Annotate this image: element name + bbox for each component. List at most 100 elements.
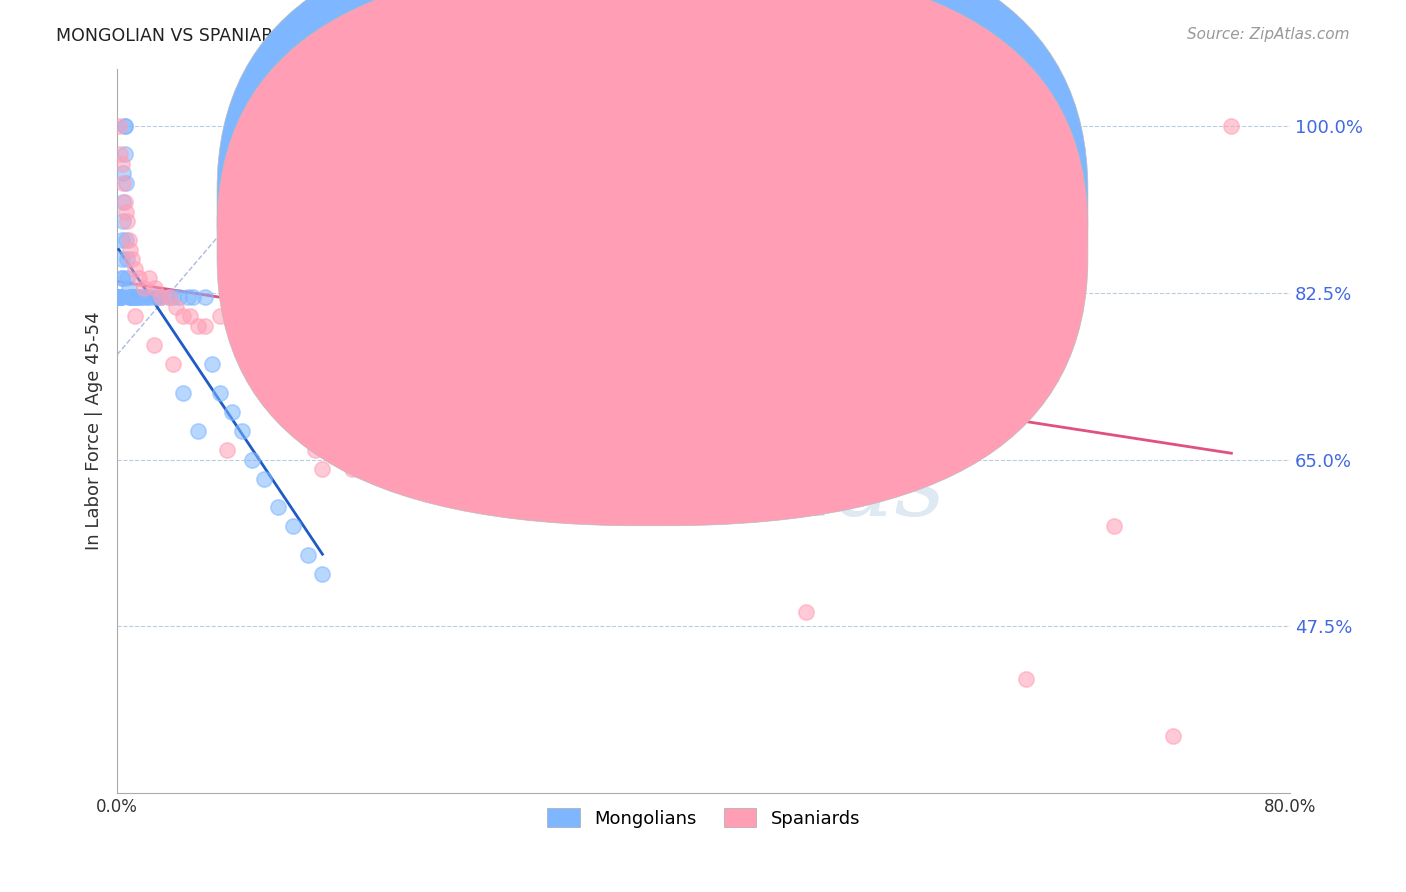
Point	[561, 310, 583, 324]
Point	[240, 452, 263, 467]
Point	[112, 166, 135, 180]
Point	[120, 243, 142, 257]
Point	[183, 290, 205, 304]
Text: Source: ZipAtlas.com: Source: ZipAtlas.com	[1187, 27, 1350, 42]
Point	[110, 157, 132, 171]
Point	[117, 252, 139, 267]
Point	[110, 252, 132, 267]
Point	[737, 318, 759, 333]
Point	[766, 318, 789, 333]
Point	[253, 472, 276, 486]
Point	[138, 271, 160, 285]
Point	[124, 290, 146, 304]
Point	[384, 357, 406, 371]
Point	[128, 271, 150, 285]
Point	[267, 310, 290, 324]
Point	[110, 233, 132, 247]
Point	[972, 357, 994, 371]
Point	[122, 290, 145, 304]
Point	[326, 281, 349, 295]
Point	[707, 310, 730, 324]
Point	[108, 147, 131, 161]
Point	[110, 271, 132, 285]
Point	[124, 310, 146, 324]
Point	[217, 442, 239, 457]
Text: ZIP: ZIP	[509, 441, 703, 537]
Point	[179, 310, 201, 324]
Point	[297, 318, 319, 333]
Point	[110, 271, 132, 285]
Point	[157, 290, 180, 304]
Point	[377, 310, 399, 324]
Point	[340, 462, 363, 476]
Point	[311, 566, 333, 581]
Point	[107, 290, 129, 304]
Point	[619, 328, 641, 343]
Point	[117, 214, 139, 228]
Point	[107, 290, 129, 304]
Point	[108, 290, 131, 304]
Point	[187, 424, 209, 438]
Point	[165, 300, 187, 314]
Point	[127, 290, 149, 304]
Point	[114, 195, 136, 210]
Point	[157, 290, 180, 304]
Text: R = 0.101: R = 0.101	[672, 234, 769, 252]
Point	[311, 462, 333, 476]
Point	[1220, 119, 1243, 133]
Point	[201, 357, 224, 371]
Point	[114, 147, 136, 161]
Point	[422, 310, 444, 324]
Point	[150, 290, 173, 304]
Point	[112, 214, 135, 228]
Point	[142, 290, 165, 304]
Point	[125, 290, 148, 304]
Point	[167, 290, 190, 304]
Point	[238, 318, 260, 333]
Point	[1161, 729, 1184, 743]
Point	[143, 281, 166, 295]
Point	[110, 290, 132, 304]
Point	[443, 318, 465, 333]
Point	[121, 290, 143, 304]
Point	[648, 338, 671, 352]
Point	[356, 300, 378, 314]
Point	[108, 290, 131, 304]
Point	[114, 119, 136, 133]
Point	[162, 357, 184, 371]
Point	[135, 290, 157, 304]
Point	[129, 290, 152, 304]
Point	[108, 290, 131, 304]
Text: R = 0.174: R = 0.174	[672, 196, 769, 214]
Point	[824, 328, 846, 343]
Point	[281, 328, 304, 343]
Point	[340, 290, 363, 304]
Point	[253, 328, 276, 343]
Point	[115, 176, 138, 190]
Point	[118, 290, 141, 304]
Y-axis label: In Labor Force | Age 45-54: In Labor Force | Age 45-54	[86, 311, 103, 550]
Point	[115, 204, 138, 219]
Point	[794, 605, 817, 619]
Point	[142, 338, 165, 352]
Point	[208, 310, 231, 324]
Text: atlas: atlas	[703, 442, 946, 537]
Point	[187, 318, 209, 333]
Point	[172, 385, 194, 400]
Point	[148, 290, 170, 304]
Point	[150, 290, 173, 304]
Point	[115, 233, 138, 247]
Text: MONGOLIAN VS SPANIARD IN LABOR FORCE | AGE 45-54 CORRELATION CHART: MONGOLIAN VS SPANIARD IN LABOR FORCE | A…	[56, 27, 742, 45]
Point	[132, 281, 155, 295]
Point	[224, 310, 246, 324]
Point	[678, 357, 700, 371]
Point	[124, 261, 146, 276]
Point	[1102, 519, 1125, 533]
Point	[128, 290, 150, 304]
Point	[138, 290, 160, 304]
Point	[107, 290, 129, 304]
Point	[132, 290, 155, 304]
Point	[162, 290, 184, 304]
Point	[1059, 281, 1081, 295]
Point	[208, 385, 231, 400]
